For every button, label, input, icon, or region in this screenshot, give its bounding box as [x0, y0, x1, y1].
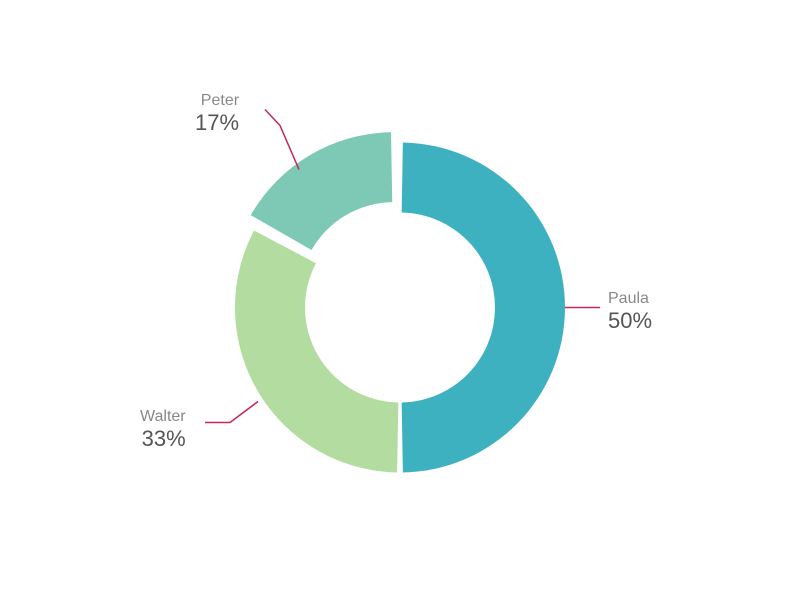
slice-label-name: Peter — [201, 92, 239, 110]
slice-label-percent: 50% — [608, 308, 652, 334]
leader-line-peter — [265, 110, 299, 170]
slice-label-walter: Walter33% — [140, 408, 186, 452]
slice-label-peter: Peter17% — [195, 92, 239, 136]
slice-label-percent: 17% — [195, 110, 239, 136]
slice-label-percent: 33% — [142, 426, 186, 452]
slice-label-name: Walter — [140, 408, 186, 426]
leader-line-walter — [205, 402, 258, 423]
slice-label-paula: Paula50% — [608, 290, 652, 334]
slice-label-name: Paula — [608, 290, 652, 308]
donut-slice-peter — [251, 132, 393, 250]
donut-chart-container — [0, 0, 800, 603]
donut-slice-paula — [402, 143, 565, 473]
donut-slice-walter — [235, 231, 398, 473]
donut-chart-svg — [0, 0, 800, 598]
